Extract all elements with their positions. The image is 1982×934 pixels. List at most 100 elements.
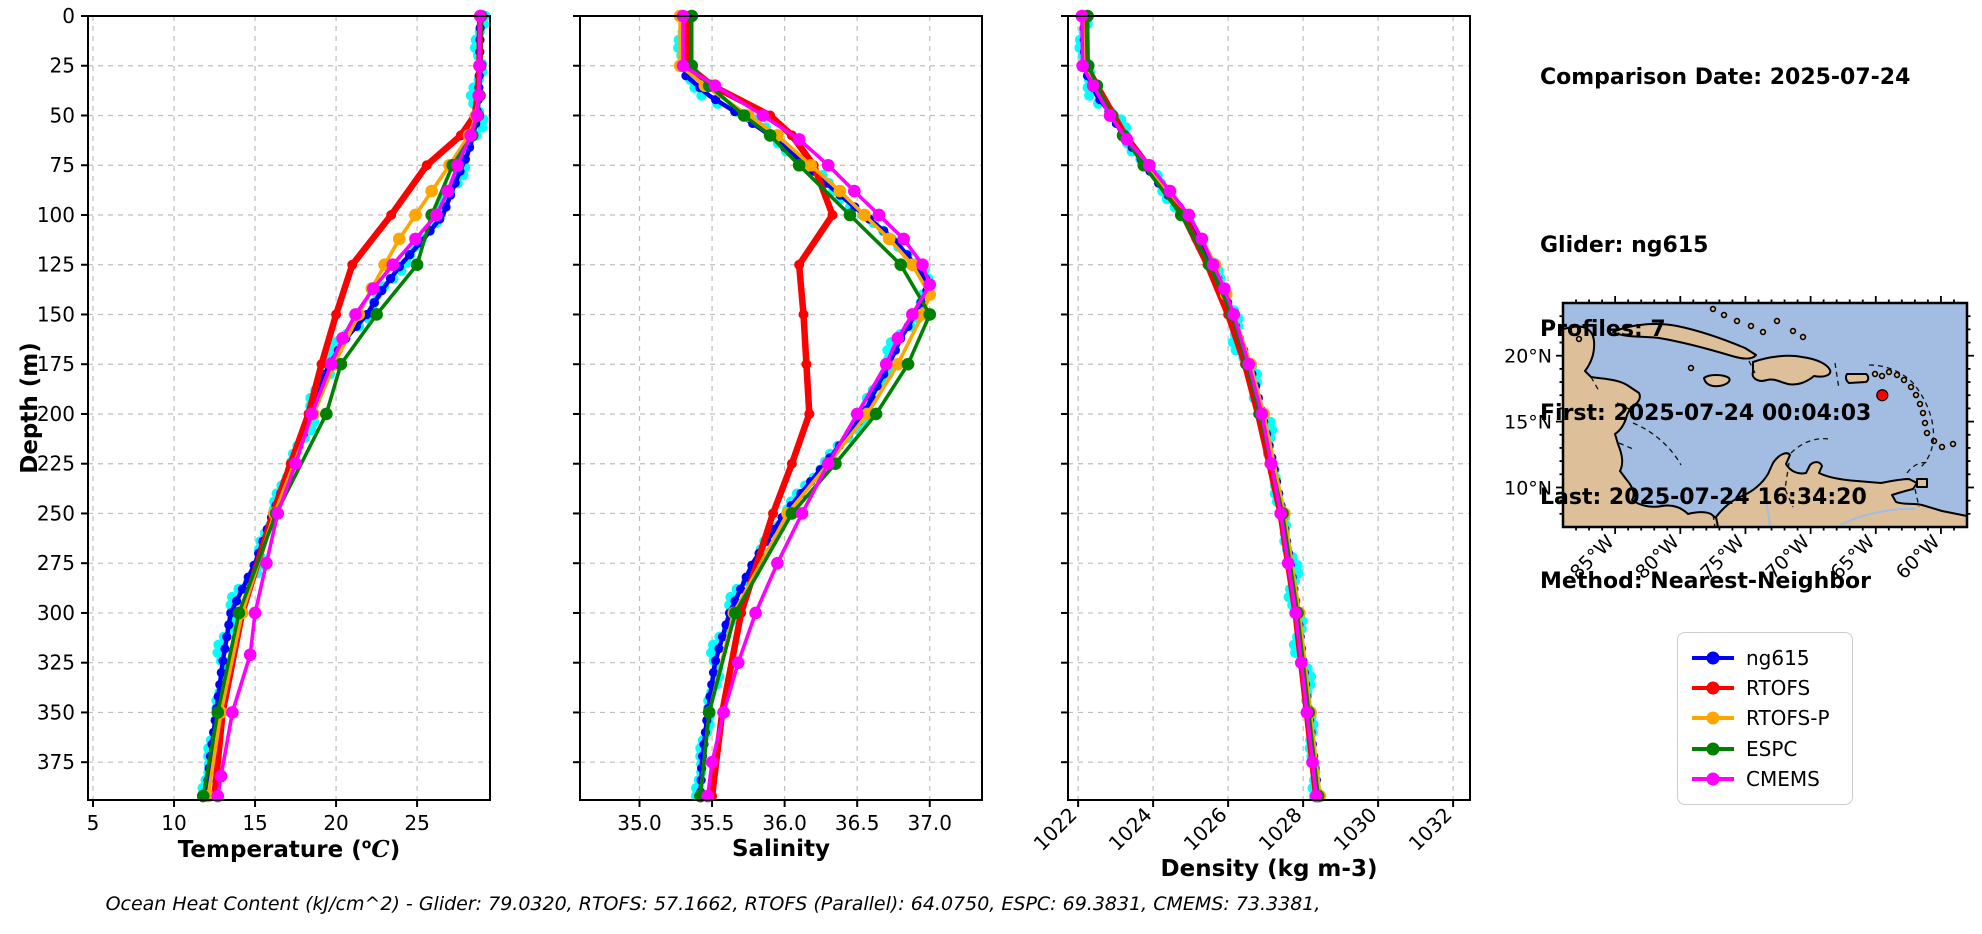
x-tick-label: 1032 <box>1404 803 1457 856</box>
small-island <box>1789 327 1797 335</box>
map-y-tick-label: 20°N <box>1504 346 1552 368</box>
profile-line-RTOFS <box>684 16 836 797</box>
small-island <box>1907 383 1915 391</box>
marker-dot <box>214 769 228 783</box>
marker-dot <box>347 259 358 270</box>
depth-tick-label: 125 <box>37 253 75 277</box>
tick-labels: 5 10 15 20 250255075100125150175200225250275… <box>37 4 430 835</box>
marker-dot <box>906 308 919 321</box>
marker-dot <box>1264 457 1278 471</box>
temperature-axis-label-sup: o <box>361 836 372 853</box>
marker-dot <box>316 359 327 370</box>
land-trinidad <box>1916 478 1928 488</box>
marker-dot <box>843 208 857 222</box>
marker-dot <box>320 407 333 421</box>
legend-label: ng615 <box>1746 646 1810 671</box>
legend-line-sample <box>1692 742 1734 756</box>
marker-dot <box>717 632 728 642</box>
marker-dot <box>721 620 731 630</box>
marker-dot <box>916 258 929 272</box>
first-profile-time-text: First: 2025-07-24 00:04:03 <box>1540 401 1872 426</box>
marker-dot <box>737 109 751 122</box>
marker-dot <box>472 89 485 102</box>
marker-dot <box>369 297 379 308</box>
legend-marker-dot <box>1706 681 1720 695</box>
marker-dot <box>1143 158 1156 172</box>
series-CMEMS <box>676 9 937 803</box>
marker-dot <box>1086 79 1100 92</box>
marker-dot <box>1255 407 1269 421</box>
x-tick-label: 20 <box>323 811 348 835</box>
marker-dot <box>901 357 915 371</box>
marker-dot <box>771 556 784 570</box>
plot-frame <box>87 15 491 801</box>
marker-dot <box>731 656 745 670</box>
marker-dot <box>409 208 422 222</box>
legend-label: RTOFS-P <box>1746 706 1830 731</box>
density-profile-plot: 1022 1024 1026 1028 1030 1032 <box>1029 9 1471 856</box>
marker-dot <box>1300 706 1314 719</box>
marker-dot <box>220 644 230 654</box>
depth-tick-label: 100 <box>37 203 75 227</box>
raw-sample-dot <box>1265 416 1276 428</box>
marker-dot <box>833 184 847 198</box>
glider-location-marker <box>1876 389 1889 402</box>
marker-dot <box>385 274 396 284</box>
map-tick-marks <box>1556 296 1974 534</box>
marker-dot <box>710 94 721 105</box>
marker-dot <box>271 507 285 520</box>
profile-line-ESPC <box>201 15 483 797</box>
small-island <box>1919 409 1927 417</box>
legend-label: CMEMS <box>1746 766 1820 791</box>
marker-dot <box>1274 507 1287 520</box>
legend-line-sample <box>1692 651 1734 665</box>
map-small-islands <box>1575 305 1957 451</box>
marker-dot <box>702 706 716 719</box>
x-tick-label: 36.5 <box>835 811 880 835</box>
marker-dot <box>821 158 835 172</box>
marker-dot <box>211 706 225 719</box>
spacer <box>1540 148 1910 176</box>
small-island <box>1923 429 1931 437</box>
x-tick-label: 5 <box>87 811 100 835</box>
legend-item-cmems: CMEMS <box>1690 767 1840 791</box>
marker-dot <box>827 209 838 220</box>
profile-line-CMEMS <box>216 15 483 797</box>
glider-name-text: Glider: ng615 <box>1540 233 1709 258</box>
legend-marker-dot <box>1706 711 1720 725</box>
marker-dot <box>334 357 348 371</box>
marker-dot <box>850 407 864 421</box>
legend-item-espc: ESPC <box>1690 737 1840 761</box>
small-island <box>1916 400 1924 408</box>
marker-dot <box>367 282 380 295</box>
land-jamaica <box>1703 374 1731 388</box>
marker-dot <box>717 706 730 719</box>
depth-tick-label: 200 <box>37 402 75 426</box>
small-island <box>1949 440 1957 448</box>
marker-dot <box>804 408 815 419</box>
small-island <box>1799 333 1807 341</box>
small-island <box>1759 328 1767 336</box>
legend-item-ng615: ng615 <box>1690 646 1840 670</box>
marker-dot <box>798 309 809 320</box>
marker-dot <box>801 359 812 370</box>
marker-dot <box>795 507 809 520</box>
marker-dot <box>470 109 484 122</box>
small-island <box>1921 419 1929 427</box>
comparison-date-text: Comparison Date: 2025-07-24 <box>1540 65 1911 90</box>
raw-sample-dot <box>1084 90 1095 101</box>
density-axis-label: Density (kg m-3) <box>1160 856 1378 882</box>
tick-labels: 1022 1024 1026 1028 1030 1032 <box>1029 803 1457 856</box>
temperature-axis-label: Temperature (oC) <box>178 836 400 863</box>
x-tick-label: 35.0 <box>617 811 662 835</box>
small-island <box>1747 322 1755 330</box>
depth-tick-label: 75 <box>50 153 75 177</box>
marker-dot <box>1120 133 1134 146</box>
legend-marker-dot <box>1706 651 1720 665</box>
small-island <box>1938 443 1946 451</box>
x-tick-label: 25 <box>404 811 429 835</box>
map-boundaries <box>1590 360 1935 528</box>
small-island <box>1893 371 1901 379</box>
depth-tick-label: 275 <box>37 551 75 575</box>
x-tick-label: 1030 <box>1329 803 1382 856</box>
